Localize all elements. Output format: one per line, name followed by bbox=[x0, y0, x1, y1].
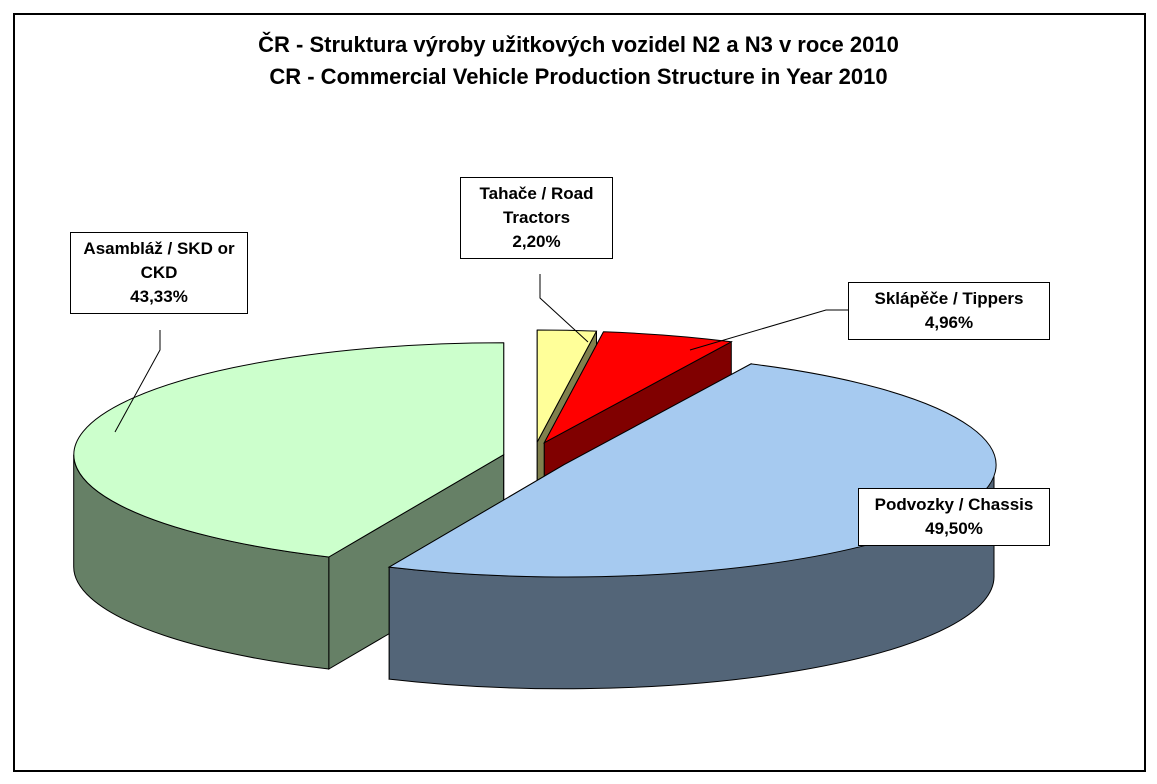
slice bbox=[536, 329, 598, 443]
label-name: Podvozky / Chassis bbox=[874, 495, 1034, 514]
leader-line bbox=[689, 309, 848, 351]
data-label: Sklápěče / Tippers 4,96% bbox=[848, 282, 1050, 340]
chart-subtitle: CR - Commercial Vehicle Production Struc… bbox=[269, 64, 888, 89]
data-label: Tahače / Road Tractors 2,20% bbox=[460, 177, 613, 259]
leader-line bbox=[539, 274, 589, 343]
slice bbox=[73, 342, 505, 558]
label-name: Asambláž / SKD or CKD bbox=[83, 239, 235, 282]
chart-title: ČR - Struktura výroby užitkových vozidel… bbox=[258, 32, 899, 57]
data-label: Podvozky / Chassis 49,50% bbox=[858, 488, 1050, 546]
chart-frame bbox=[13, 13, 1146, 772]
label-value: 43,33% bbox=[130, 287, 188, 306]
label-value: 49,50% bbox=[925, 519, 983, 538]
label-name: Tahače / Road Tractors bbox=[479, 184, 594, 227]
label-name: Sklápěče / Tippers bbox=[874, 289, 1024, 308]
label-value: 2,20% bbox=[512, 232, 561, 251]
slice bbox=[543, 331, 733, 444]
leader-line bbox=[114, 330, 161, 433]
label-value: 4,96% bbox=[924, 313, 974, 332]
data-label: Asambláž / SKD or CKD 43,33% bbox=[70, 232, 248, 314]
